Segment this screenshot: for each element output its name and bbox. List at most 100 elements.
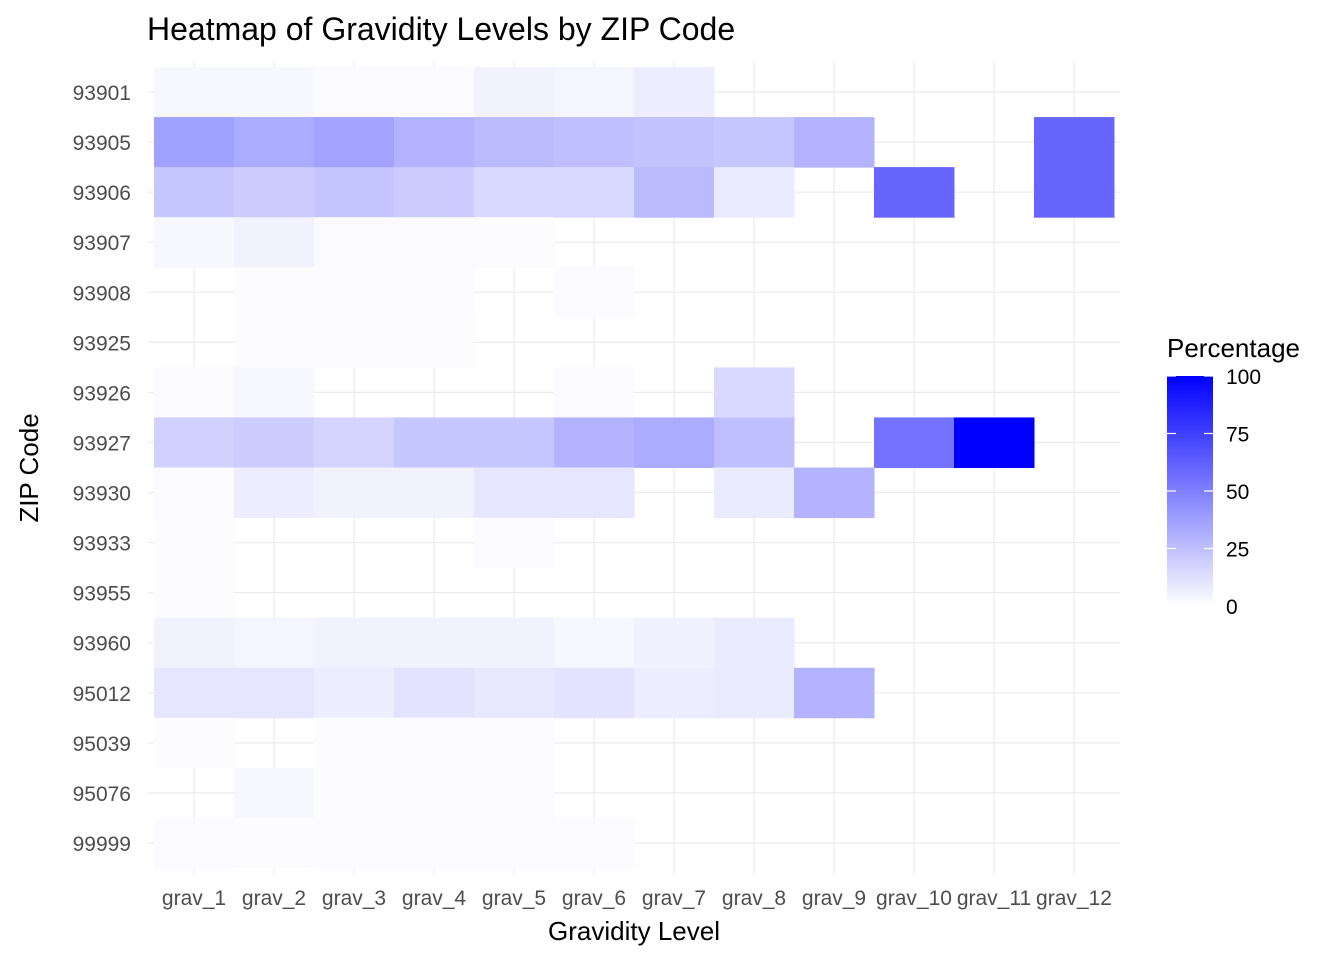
heatmap-cell (874, 167, 955, 218)
legend-tick-label: 75 (1226, 424, 1249, 447)
heatmap-cell (554, 417, 635, 468)
heatmap-cell (154, 167, 235, 218)
heatmap-cell (394, 217, 475, 268)
y-tick-label: 93933 (73, 533, 131, 556)
y-tick-label: 93907 (73, 232, 131, 255)
heatmap-cell (234, 767, 315, 819)
y-tick-label: 95039 (73, 733, 131, 756)
heatmap-cell (474, 817, 555, 869)
x-tick-label: grav_8 (722, 887, 786, 910)
heatmap-cell (714, 117, 795, 168)
heatmap-cell (394, 717, 475, 769)
heatmap-cell (714, 667, 795, 719)
heatmap-cell (634, 167, 715, 218)
heatmap-cell (234, 417, 315, 468)
heatmap-cell (234, 317, 315, 368)
x-tick-label: grav_3 (322, 887, 386, 910)
heatmap-cell (154, 717, 235, 769)
heatmap-cell (314, 67, 395, 118)
heatmap-cell (474, 117, 555, 168)
heatmap-cell (394, 267, 475, 318)
y-tick-label: 93927 (73, 432, 131, 455)
heatmap-cell (154, 667, 235, 719)
heatmap-cell (874, 417, 955, 468)
heatmap-cell (954, 417, 1035, 468)
legend-ticks: 0 25 50 75 100 (1167, 366, 1261, 619)
heatmap-cell (394, 167, 475, 218)
heatmap-cell (474, 717, 555, 769)
heatmap-cell (154, 467, 235, 519)
heatmap-cell (794, 467, 875, 519)
y-tick-label: 93908 (73, 282, 131, 305)
heatmap-cell (714, 617, 795, 669)
heatmap-cell (314, 467, 395, 519)
heatmap-cell (1034, 167, 1115, 218)
heatmap-cell (554, 817, 635, 869)
heatmap-cell (1034, 117, 1115, 168)
heatmap-cell (234, 617, 315, 669)
y-tick-label: 93901 (73, 82, 131, 105)
heatmap-cell (394, 667, 475, 719)
heatmap-cell (314, 167, 395, 218)
y-tick-label: 93925 (73, 332, 131, 355)
heatmap-cell (554, 167, 635, 218)
heatmap-cell (394, 467, 475, 519)
heatmap-cell (634, 67, 715, 118)
heatmap-cell (314, 617, 395, 669)
heatmap-cell (394, 767, 475, 819)
heatmap-cell (714, 467, 795, 519)
y-tick-label: 95012 (73, 683, 131, 706)
heatmap-cell (794, 117, 875, 168)
x-tick-label: grav_11 (957, 887, 1031, 910)
heatmap-cell (394, 417, 475, 468)
heatmap-cell (154, 517, 235, 569)
heatmap-cell (234, 267, 315, 318)
color-legend: Percentage 0 25 50 75 100 (1167, 333, 1300, 619)
heatmap-cell (394, 117, 475, 168)
y-tick-label: 93926 (73, 382, 131, 405)
heatmap-cell (234, 667, 315, 719)
x-tick-label: grav_4 (402, 887, 467, 910)
x-tick-label: grav_5 (482, 887, 546, 910)
heatmap-cell (474, 517, 555, 569)
heatmap-cell (234, 367, 315, 418)
heatmap-cell (154, 417, 235, 468)
heatmap-cell (234, 817, 315, 869)
heatmap-cell (154, 567, 235, 619)
heatmap-cell (394, 67, 475, 118)
heatmap-cell (314, 717, 395, 769)
heatmap-cell (314, 117, 395, 168)
heatmap-cell (474, 167, 555, 218)
heatmap-cell (394, 817, 475, 869)
heatmap-cell (314, 317, 395, 368)
heatmap-cell (474, 767, 555, 819)
heatmap-cell (634, 417, 715, 468)
heatmap-cell (314, 417, 395, 468)
y-tick-label: 93955 (73, 583, 131, 606)
heatmap-cell (234, 67, 315, 118)
heatmap-cell (154, 67, 235, 118)
heatmap-cell (554, 667, 635, 719)
heatmap-cell (394, 317, 475, 368)
y-tick-labels: 93901 93905 93906 93907 93908 93925 93926 93927… (73, 82, 131, 856)
heatmap-cell (474, 617, 555, 669)
heatmap-cell (154, 617, 235, 669)
legend-tick-label: 0 (1226, 596, 1238, 619)
heatmap-cell (154, 117, 235, 168)
heatmap-cell (394, 617, 475, 669)
heatmap-cell (474, 67, 555, 118)
heatmap-cell (234, 167, 315, 218)
legend-tick-label: 100 (1226, 366, 1261, 389)
heatmap-cell (714, 417, 795, 468)
legend-tick-label: 25 (1226, 539, 1249, 562)
y-tick-label: 93960 (73, 633, 131, 656)
heatmap-cell (634, 617, 715, 669)
heatmap-cell (474, 417, 555, 468)
chart-title: Heatmap of Gravidity Levels by ZIP Code (147, 11, 735, 47)
heatmap-cell (314, 217, 395, 268)
heatmap-cell (554, 117, 635, 168)
heatmap-cell (554, 617, 635, 669)
heatmap-cell (314, 817, 395, 869)
x-tick-labels: grav_1 grav_2 grav_3 grav_4 grav_5 grav_6 grav… (162, 887, 1112, 910)
heatmap-cell (634, 117, 715, 168)
